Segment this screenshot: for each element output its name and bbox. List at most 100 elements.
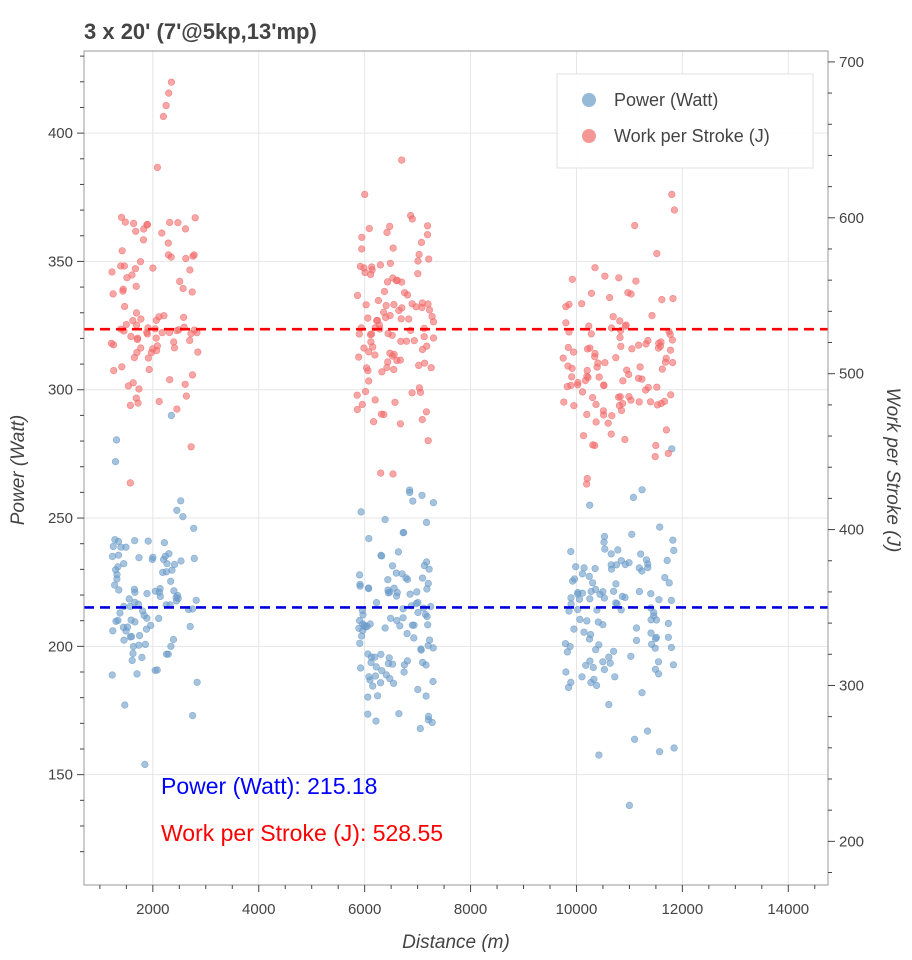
data-point <box>605 700 613 709</box>
data-point <box>664 633 673 641</box>
scatter-points <box>107 78 679 810</box>
legend-marker-work <box>582 129 596 143</box>
y2-tick-label: 700 <box>839 54 864 71</box>
data-point <box>384 358 392 366</box>
data-point <box>137 344 145 352</box>
data-point <box>382 313 390 322</box>
x-tick-label: 12000 <box>662 901 704 918</box>
legend[interactable]: Power (Watt) Work per Stroke (J) <box>556 73 814 169</box>
data-point <box>152 316 160 324</box>
data-point <box>666 346 675 354</box>
data-point <box>108 268 116 276</box>
data-point <box>374 692 382 700</box>
data-point <box>423 342 431 350</box>
data-point <box>136 631 144 640</box>
data-point <box>599 621 607 629</box>
data-point <box>377 679 385 687</box>
data-point <box>403 657 412 665</box>
data-point <box>416 724 424 733</box>
data-point <box>585 635 594 643</box>
data-point <box>652 441 660 450</box>
data-point <box>663 556 671 565</box>
data-point <box>607 550 615 558</box>
data-point <box>414 257 422 265</box>
data-point <box>621 435 629 444</box>
data-point <box>181 225 190 233</box>
data-point <box>129 379 137 387</box>
data-point <box>152 334 160 342</box>
data-point <box>428 313 436 321</box>
data-point <box>578 673 586 681</box>
data-point <box>567 547 575 556</box>
data-point <box>177 497 185 505</box>
data-point <box>141 760 149 769</box>
data-point <box>403 291 412 299</box>
data-point <box>134 399 142 407</box>
data-point <box>393 588 401 597</box>
data-point <box>596 590 604 598</box>
data-point <box>387 614 395 622</box>
data-point <box>560 398 568 406</box>
data-point <box>621 593 629 602</box>
data-point <box>420 333 428 341</box>
legend-marker-power <box>582 93 596 107</box>
data-point <box>190 554 198 563</box>
data-point <box>612 354 620 362</box>
power-average-annotation: Power (Watt): 215.18 <box>161 773 377 799</box>
data-point <box>367 653 375 661</box>
data-point <box>190 524 198 532</box>
data-point <box>625 559 633 567</box>
data-point <box>373 316 382 325</box>
data-point <box>386 675 394 683</box>
data-point <box>357 664 365 672</box>
data-point <box>423 612 431 621</box>
data-point <box>400 668 408 676</box>
data-point <box>406 590 414 598</box>
data-point <box>410 337 418 345</box>
data-point <box>110 581 119 589</box>
y2-tick-label: 500 <box>839 366 864 383</box>
data-point <box>189 711 197 720</box>
series-power <box>108 411 678 810</box>
data-point <box>625 801 634 810</box>
data-point <box>427 364 435 372</box>
data-point <box>614 546 622 554</box>
data-point <box>418 491 426 499</box>
data-point <box>147 621 155 630</box>
data-point <box>623 366 631 374</box>
data-point <box>587 678 595 687</box>
data-point <box>160 539 168 547</box>
data-point <box>632 624 641 632</box>
data-point <box>365 584 373 593</box>
data-point <box>424 712 433 721</box>
data-point <box>410 634 418 642</box>
data-point <box>423 558 431 566</box>
data-point <box>564 683 573 692</box>
data-point <box>396 622 404 630</box>
data-point <box>121 218 129 226</box>
data-point <box>120 302 129 311</box>
data-point <box>133 321 141 329</box>
data-point <box>384 659 393 668</box>
data-point <box>638 689 646 697</box>
data-point <box>582 480 591 488</box>
data-point <box>108 552 117 561</box>
data-point <box>353 406 361 414</box>
data-point <box>388 562 397 570</box>
data-point <box>583 617 591 625</box>
data-point <box>406 488 414 497</box>
data-point <box>126 479 134 487</box>
data-point <box>140 225 148 233</box>
data-point <box>130 219 138 227</box>
data-point <box>643 727 652 735</box>
data-point <box>166 218 174 226</box>
data-point <box>364 314 372 322</box>
data-point <box>657 399 665 408</box>
data-point <box>415 361 423 370</box>
data-point <box>409 497 417 505</box>
data-point <box>388 331 396 339</box>
data-point <box>356 616 364 625</box>
data-point <box>424 222 432 230</box>
data-point <box>647 629 655 637</box>
y2-tick-label: 600 <box>839 210 864 227</box>
